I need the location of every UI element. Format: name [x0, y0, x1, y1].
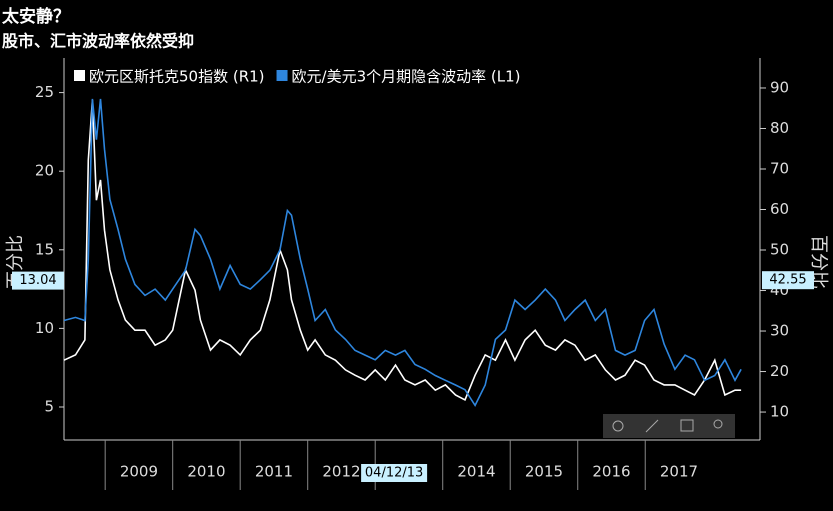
y-tick-label: 25 [35, 83, 54, 101]
x-tick-label: 2011 [255, 463, 293, 481]
legend-label: 欧元/美元3个月期隐含波动率 (L1) [292, 68, 521, 86]
x-tick-label: 2010 [187, 463, 225, 481]
y-tick-label: 20 [35, 162, 54, 180]
cursor-label: 04/12/13 [365, 466, 423, 481]
series-line [63, 100, 742, 402]
y2-tick-label: 30 [770, 322, 789, 340]
series-line [63, 98, 742, 408]
y2-tick-label: 20 [770, 362, 789, 380]
y-tick-label: 5 [44, 397, 54, 415]
x-tick-label: 2016 [592, 463, 630, 481]
y-tick-label: 10 [35, 319, 54, 337]
value-tag-bg [12, 271, 64, 290]
y2-tick-label: 80 [770, 119, 789, 137]
y2-tick-label: 60 [770, 200, 789, 218]
y2-tick-label: 50 [770, 241, 789, 259]
value-tag: 13.04 [19, 273, 56, 288]
y-tick-label: 15 [35, 240, 54, 258]
x-tick-label: 2012 [322, 463, 360, 481]
cursor-label-bg [361, 464, 428, 482]
x-tick-label: 2014 [457, 463, 495, 481]
icon-draw[interactable] [645, 419, 659, 433]
y2-tick-label: 70 [770, 159, 789, 177]
legend-label: 欧元区斯托克50指数 (R1) [89, 68, 265, 86]
icon-crosshair[interactable] [612, 420, 624, 432]
y2-tick-label: 90 [770, 78, 789, 96]
x-tick-label: 2015 [525, 463, 563, 481]
icon-zoom[interactable] [713, 419, 723, 429]
icon-table[interactable] [680, 419, 694, 432]
toolbar-bg [603, 414, 735, 438]
value-tag: 42.55 [769, 273, 806, 288]
y2-tick-label: 10 [770, 403, 789, 421]
chart-title: 太安静？ [2, 6, 70, 27]
x-tick-label: 2009 [120, 463, 158, 481]
value-tag-bg [762, 271, 814, 290]
toolbar [603, 414, 735, 438]
chart-subtitle: 股市、汇市波动率依然受抑 [2, 32, 194, 51]
legend-swatch [276, 70, 288, 81]
x-tick-label: 2017 [660, 463, 698, 481]
legend-swatch [74, 70, 85, 81]
